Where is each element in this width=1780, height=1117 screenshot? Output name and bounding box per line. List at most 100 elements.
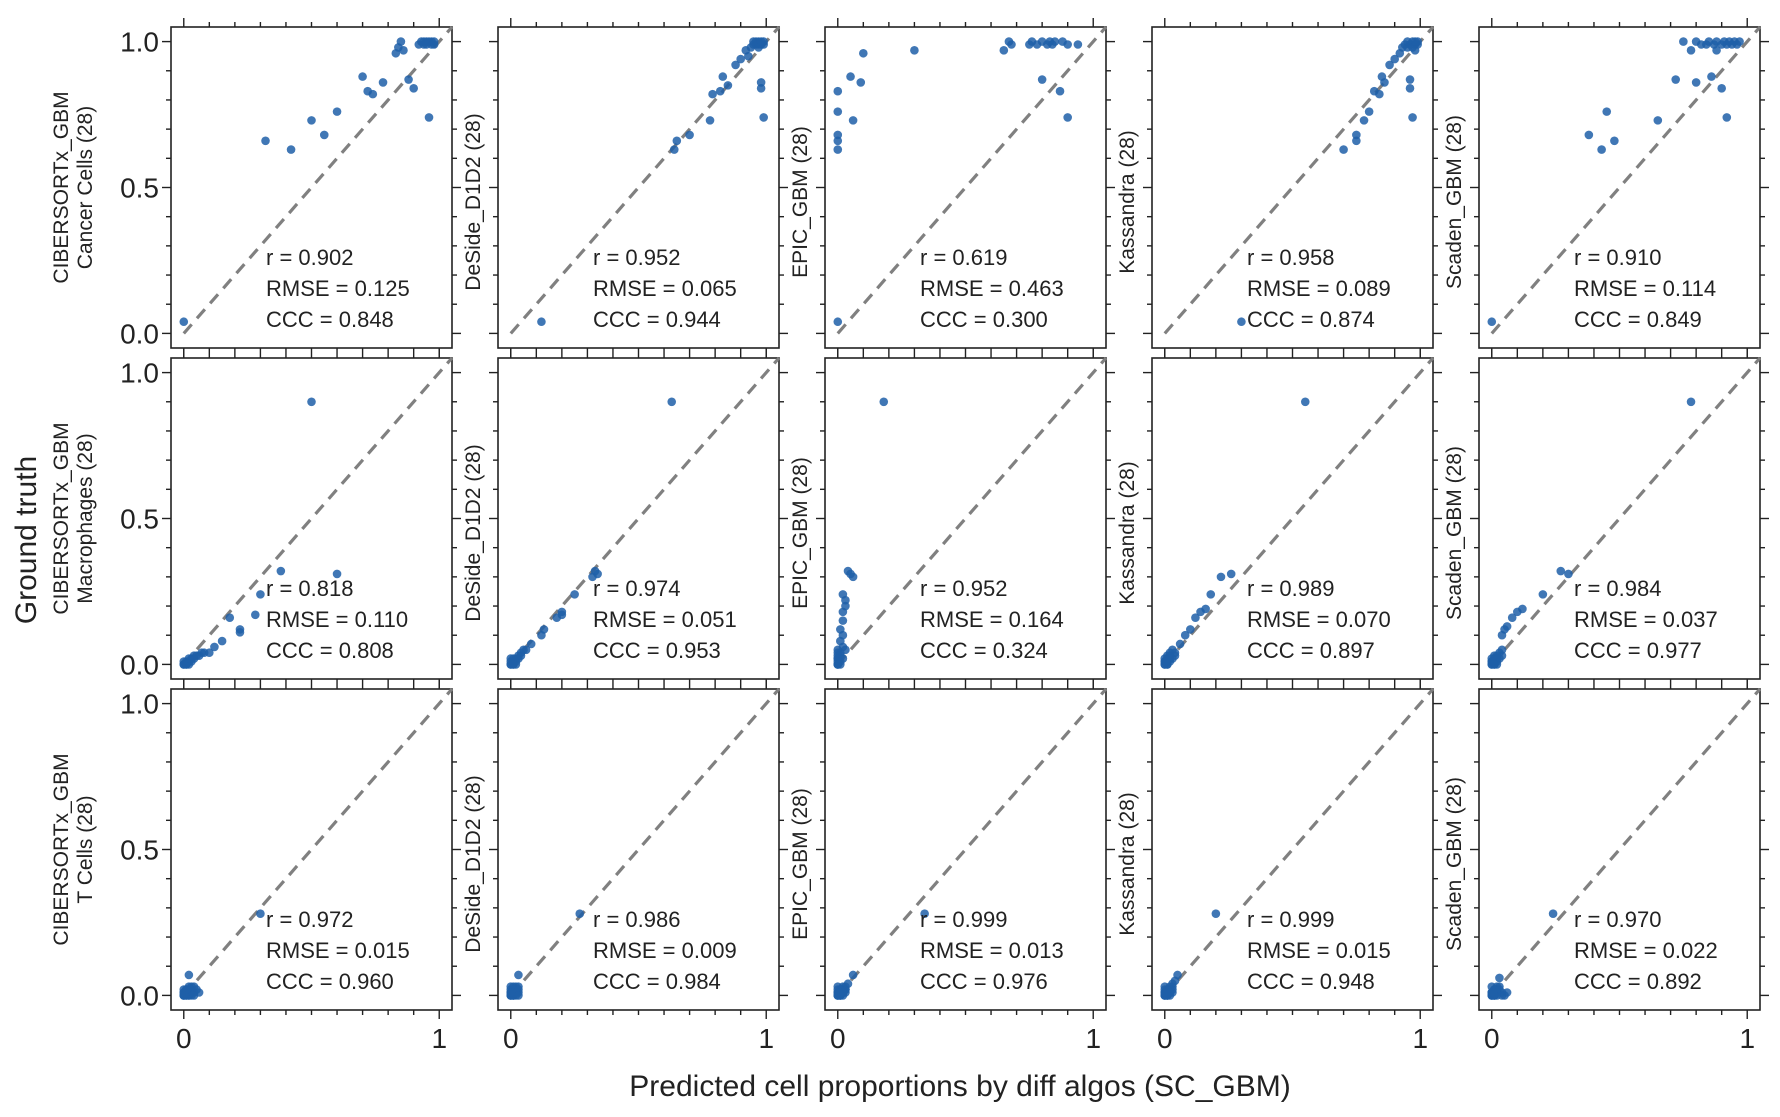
stat-rmse: RMSE = 0.051 (593, 607, 737, 632)
panel-0-3: Kassandra (28) r = 0.958 RMSE = 0.089 CCC =… (1116, 18, 1442, 357)
data-point (718, 72, 728, 81)
data-point (557, 610, 567, 620)
stat-r: r = 0.958 (1247, 245, 1334, 270)
data-point (846, 72, 855, 81)
identity-line (182, 356, 454, 666)
data-point (1707, 72, 1716, 81)
data-point (1405, 83, 1415, 93)
data-point (1691, 78, 1701, 87)
data-point (1160, 988, 1170, 997)
stat-r: r = 0.952 (593, 245, 680, 270)
x-tick-label: 1 (431, 1023, 447, 1054)
x-tick-label: 1 (1739, 1023, 1755, 1054)
data-point (1597, 145, 1606, 154)
data-point (1073, 40, 1083, 49)
data-point (759, 113, 768, 122)
data-point (332, 569, 342, 579)
column-label: Kassandra (28) (1116, 461, 1139, 605)
identity-line (1490, 25, 1762, 335)
identity-line (1163, 356, 1435, 666)
data-point (1063, 113, 1072, 122)
row-label-line1: CIBERSORTx_GBM (50, 422, 73, 614)
y-tick-label: 0.5 (120, 835, 159, 866)
panel-0-0: 0.0 0.5 1.0 CIBERSORTx_GBM Cancer Cells (28)… (50, 18, 461, 357)
stat-rmse: RMSE = 0.037 (1574, 607, 1718, 632)
column-label: EPIC_GBM (28) (789, 457, 812, 609)
data-point (179, 317, 189, 327)
y-tick-label: 0.0 (120, 980, 159, 1011)
stat-rmse: RMSE = 0.125 (266, 276, 410, 301)
data-point (1518, 604, 1527, 614)
data-point (1226, 569, 1236, 579)
data-point (1671, 75, 1680, 84)
stat-rmse: RMSE = 0.114 (1574, 276, 1716, 301)
data-point (205, 648, 214, 658)
x-tick-label: 1 (1412, 1023, 1428, 1054)
data-point (856, 78, 866, 87)
stat-r: r = 0.986 (593, 907, 680, 932)
stat-rmse: RMSE = 0.065 (593, 276, 737, 301)
column-label: DeSide_D1D2 (28) (462, 444, 485, 621)
identity-line (1490, 356, 1762, 666)
column-label: Scaden_GBM (28) (1443, 777, 1466, 951)
data-point (1686, 397, 1696, 407)
column-label: EPIC_GBM (28) (789, 788, 812, 940)
identity-line (836, 25, 1108, 335)
data-point (669, 145, 679, 154)
figure-x-label: Predicted cell proportions by diff algos… (629, 1070, 1290, 1103)
data-point (1170, 651, 1180, 660)
data-point (1063, 40, 1072, 49)
data-point (276, 566, 286, 576)
data-point (526, 639, 536, 649)
data-point (843, 979, 853, 989)
data-point (1237, 317, 1246, 327)
panel-0-4: Scaden_GBM (28) r = 0.910 RMSE = 0.114 CCC … (1443, 18, 1769, 357)
data-point (1007, 40, 1016, 49)
stat-r: r = 0.974 (593, 576, 680, 601)
column-label: Scaden_GBM (28) (1443, 446, 1466, 620)
stat-rmse: RMSE = 0.009 (593, 938, 737, 963)
stat-ccc: CCC = 0.808 (266, 638, 394, 663)
data-point (1556, 566, 1566, 576)
data-point (235, 628, 245, 637)
column-label: Kassandra (28) (1116, 792, 1139, 936)
data-point (833, 145, 843, 154)
identity-line (182, 687, 454, 997)
data-point (521, 645, 531, 655)
data-point (307, 116, 316, 125)
data-point (736, 54, 745, 64)
data-point (1487, 988, 1497, 997)
data-point (1375, 89, 1384, 99)
column-label: EPIC_GBM (28) (789, 126, 812, 278)
data-point (399, 46, 408, 55)
data-point (999, 46, 1009, 55)
stat-ccc: CCC = 0.300 (920, 307, 1048, 332)
y-tick-label: 1.0 (120, 358, 159, 389)
data-point (1548, 909, 1558, 918)
panel-2-0: 0.0 0.5 1.0 CIBERSORTx_GBM T Cells (28) 0 1 r =… (50, 680, 461, 1054)
data-point (859, 48, 868, 58)
panel-1-3: Kassandra (28) r = 0.989 RMSE = 0.070 CCC =… (1116, 349, 1442, 688)
stat-ccc: CCC = 0.960 (266, 969, 394, 994)
stat-rmse: RMSE = 0.015 (266, 938, 410, 963)
data-point (1584, 130, 1594, 140)
row-label-line1: CIBERSORTx_GBM (50, 91, 73, 283)
identity-line (836, 687, 1108, 997)
data-point (685, 130, 694, 140)
data-point (848, 970, 858, 980)
stat-rmse: RMSE = 0.164 (920, 607, 1064, 632)
data-point (514, 991, 523, 1000)
stat-ccc: CCC = 0.944 (593, 307, 721, 332)
data-point (910, 46, 919, 55)
stat-ccc: CCC = 0.953 (593, 638, 721, 663)
panel-2-4: Scaden_GBM (28) 0 1 r = 0.970 RMSE = 0.022 CC… (1443, 680, 1769, 1054)
data-point (1352, 130, 1361, 140)
column-label: DeSide_D1D2 (28) (462, 775, 485, 952)
data-point (1050, 37, 1060, 46)
data-point (570, 590, 579, 599)
x-tick-label: 0 (176, 1023, 192, 1054)
data-point (708, 89, 717, 99)
